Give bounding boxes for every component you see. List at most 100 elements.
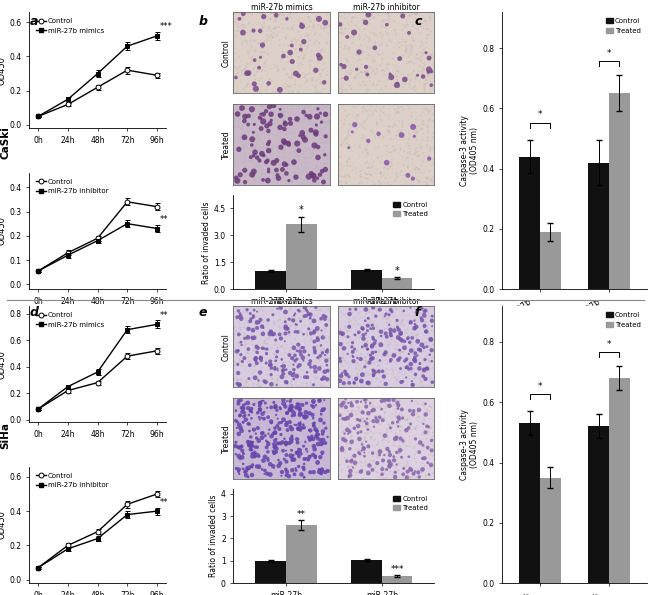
- Point: [323, 315, 333, 325]
- Point: [291, 116, 301, 126]
- Point: [252, 152, 263, 161]
- Point: [254, 76, 265, 86]
- Point: [246, 404, 257, 414]
- Point: [364, 169, 374, 178]
- Point: [276, 302, 286, 311]
- Point: [346, 13, 357, 23]
- Point: [255, 123, 266, 132]
- Point: [388, 450, 398, 460]
- Point: [279, 165, 289, 174]
- Point: [318, 123, 329, 133]
- Point: [362, 62, 372, 71]
- Point: [276, 142, 286, 152]
- Point: [385, 69, 395, 79]
- Point: [352, 369, 363, 378]
- Point: [352, 375, 362, 384]
- Point: [243, 120, 254, 129]
- Point: [422, 364, 433, 374]
- Point: [369, 321, 380, 331]
- Point: [305, 60, 315, 70]
- Point: [398, 347, 409, 356]
- Point: [271, 11, 281, 20]
- Point: [401, 154, 411, 163]
- Point: [382, 10, 393, 19]
- Point: [281, 439, 291, 448]
- Point: [367, 8, 378, 18]
- Point: [365, 164, 375, 173]
- Point: [352, 111, 363, 121]
- Point: [303, 470, 313, 480]
- Point: [306, 48, 317, 57]
- Point: [291, 44, 301, 54]
- Point: [308, 381, 318, 391]
- Point: [235, 380, 246, 390]
- Point: [280, 308, 291, 318]
- Point: [235, 405, 245, 414]
- Point: [315, 448, 325, 458]
- Point: [252, 130, 262, 139]
- Point: [390, 428, 400, 438]
- Point: [428, 428, 438, 438]
- Point: [362, 378, 372, 387]
- Point: [382, 20, 393, 30]
- Point: [289, 446, 299, 455]
- Point: [389, 16, 400, 26]
- Point: [367, 55, 377, 65]
- Point: [371, 64, 382, 73]
- Point: [297, 343, 307, 352]
- Point: [311, 113, 321, 123]
- Point: [356, 40, 366, 50]
- Point: [410, 149, 420, 159]
- Point: [351, 364, 361, 373]
- Point: [347, 57, 358, 67]
- Point: [281, 377, 291, 387]
- Point: [419, 322, 429, 331]
- Point: [397, 79, 408, 89]
- Point: [301, 311, 311, 321]
- Point: [296, 177, 307, 187]
- Point: [380, 331, 390, 340]
- Point: [241, 62, 252, 71]
- Point: [252, 397, 262, 407]
- Point: [314, 355, 324, 365]
- Point: [340, 466, 350, 475]
- Point: [382, 60, 392, 70]
- Point: [239, 20, 249, 29]
- Point: [247, 452, 257, 461]
- Point: [337, 164, 348, 173]
- Point: [321, 372, 332, 381]
- Point: [398, 40, 408, 50]
- Point: [289, 411, 300, 420]
- Point: [411, 143, 422, 153]
- Point: [406, 465, 417, 475]
- Point: [294, 405, 305, 414]
- Point: [291, 320, 301, 329]
- Point: [319, 395, 330, 405]
- Point: [310, 354, 320, 364]
- Point: [268, 446, 278, 456]
- Point: [252, 67, 262, 77]
- Point: [358, 408, 368, 417]
- Point: [426, 378, 437, 388]
- Point: [342, 423, 352, 433]
- Point: [321, 382, 332, 392]
- Point: [281, 420, 291, 430]
- Point: [402, 20, 413, 29]
- Point: [361, 330, 371, 340]
- Point: [421, 410, 431, 419]
- Point: [335, 28, 346, 37]
- Point: [404, 359, 414, 369]
- Point: [289, 451, 300, 461]
- Point: [233, 380, 244, 390]
- Point: [289, 367, 299, 377]
- Point: [385, 400, 395, 410]
- Point: [247, 340, 257, 349]
- Point: [306, 310, 316, 320]
- Point: [356, 397, 366, 406]
- Point: [334, 433, 345, 443]
- Point: [384, 396, 395, 405]
- Point: [286, 434, 296, 444]
- Point: [271, 335, 281, 345]
- Point: [406, 112, 417, 121]
- Point: [428, 133, 439, 142]
